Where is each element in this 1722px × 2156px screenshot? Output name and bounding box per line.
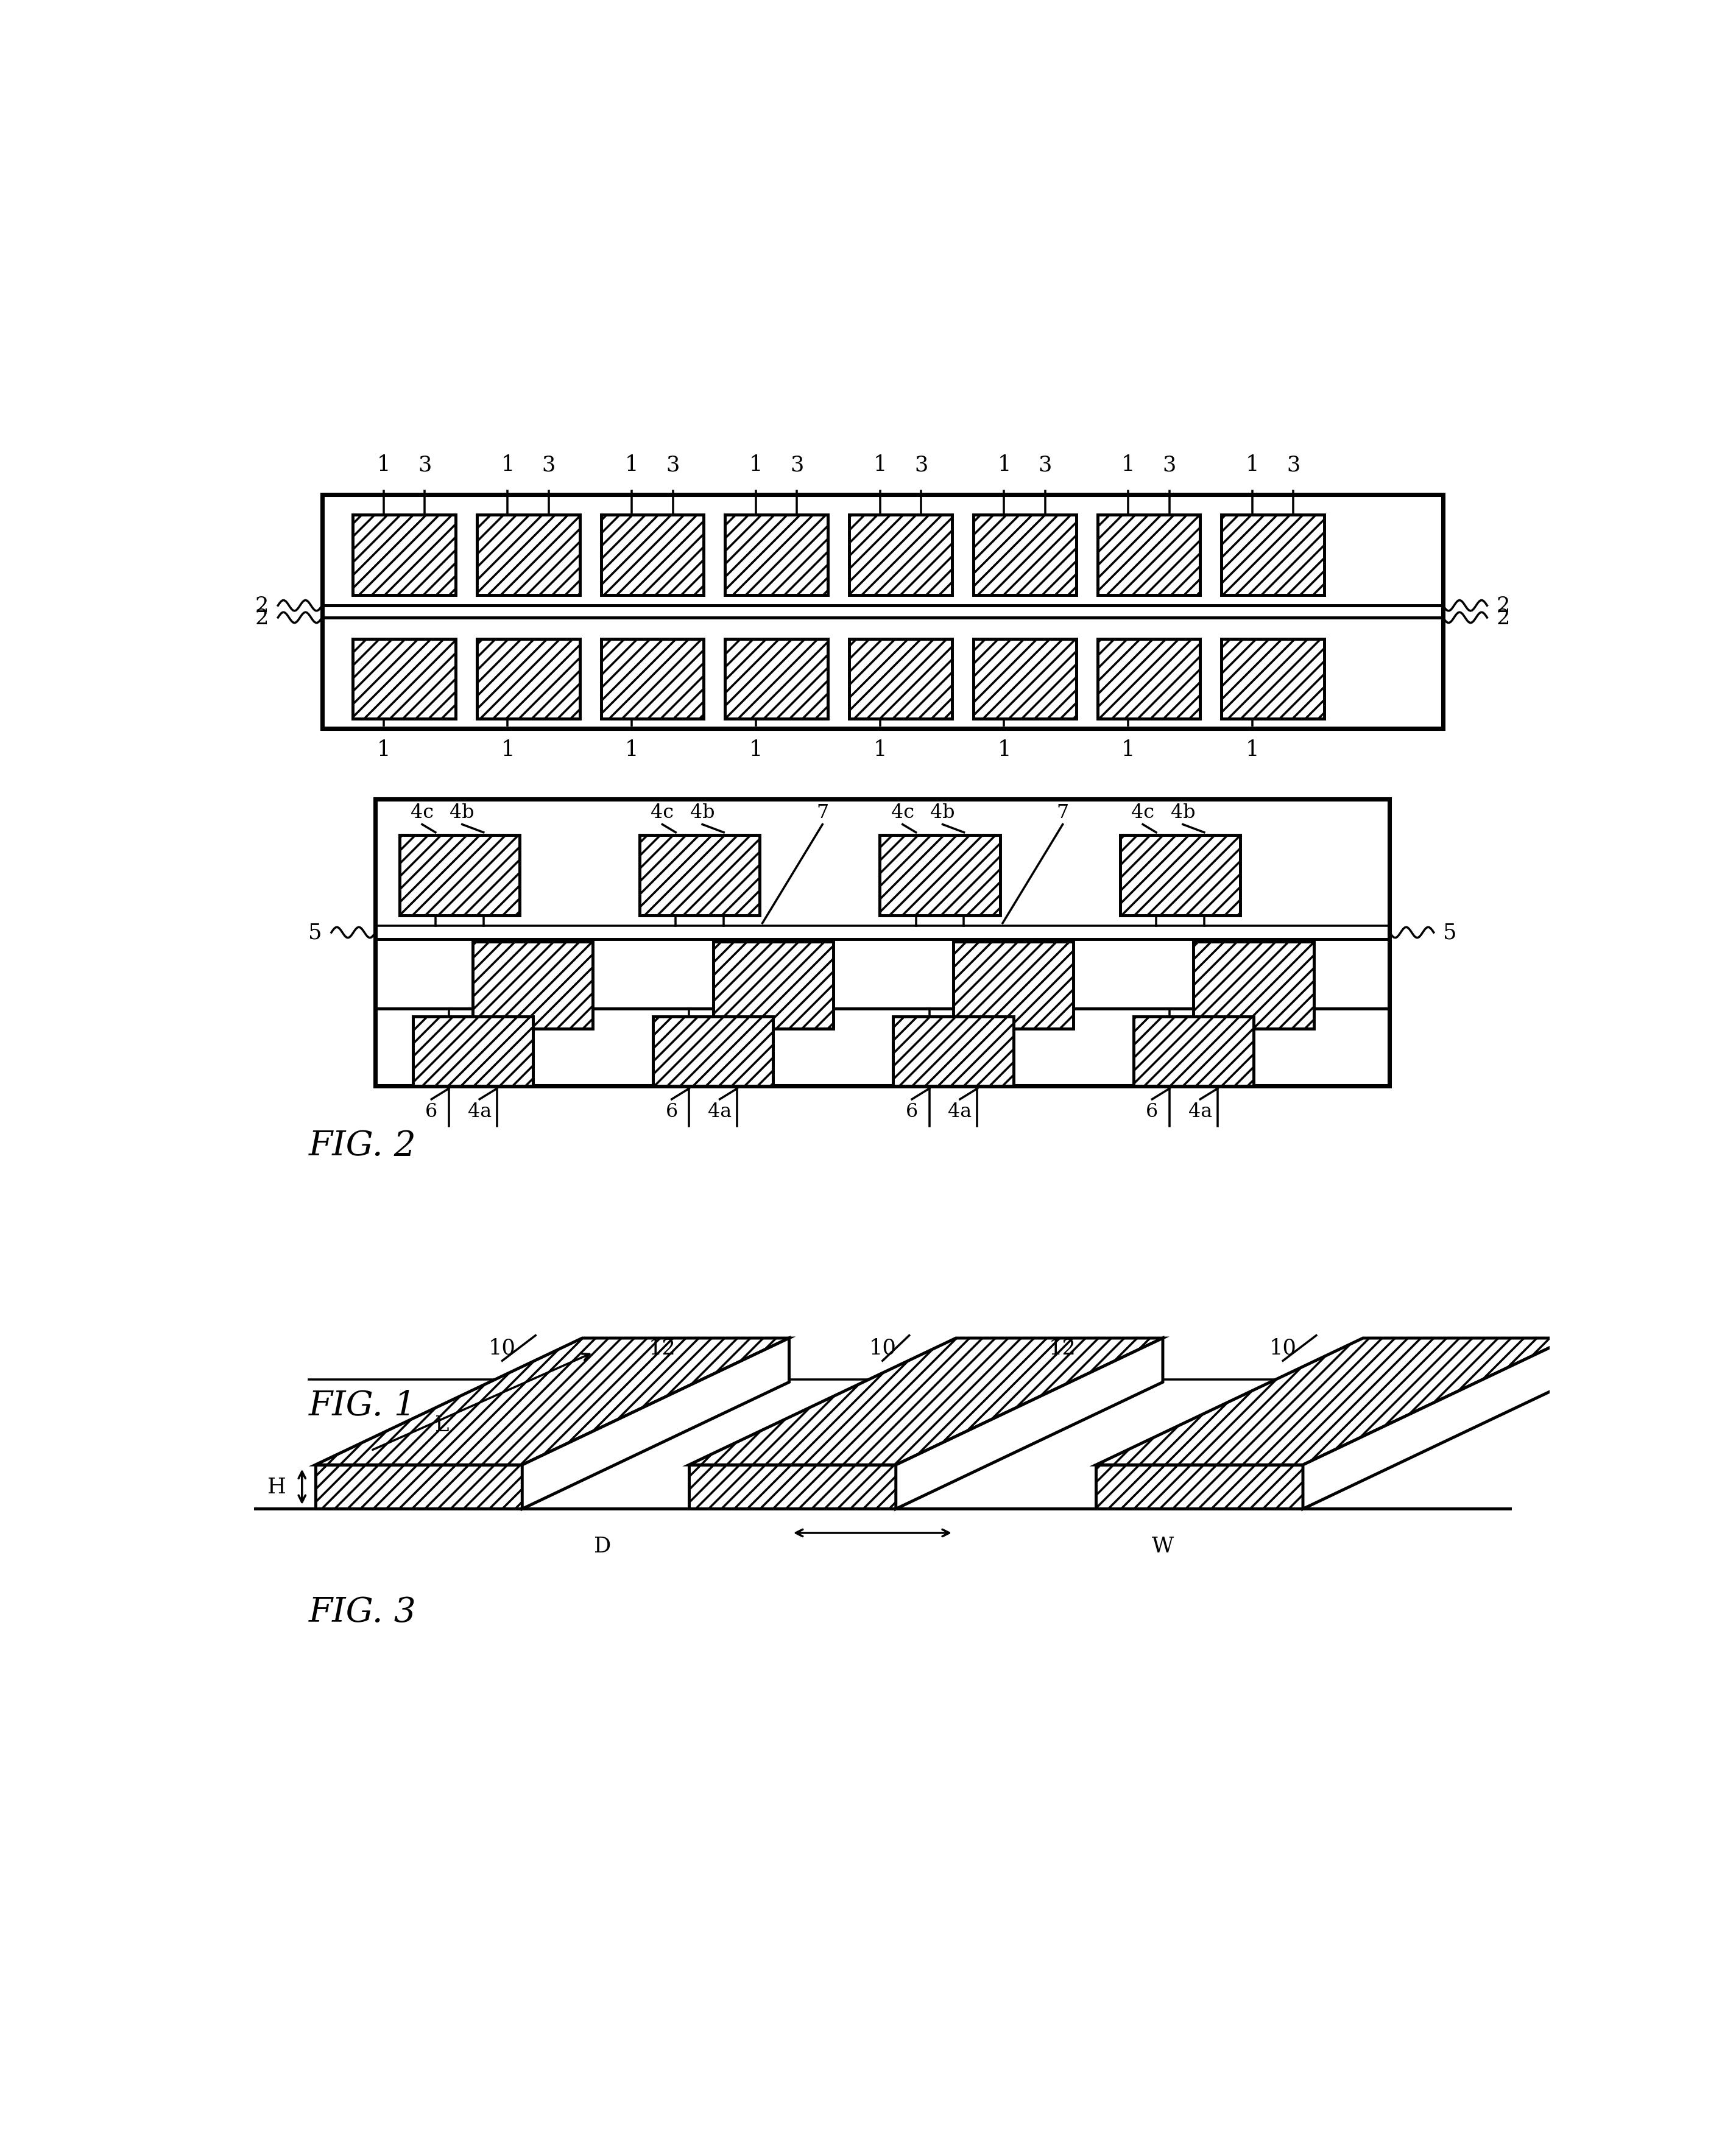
Bar [973, 515, 1076, 595]
Bar [1193, 942, 1314, 1028]
Text: 4b: 4b [930, 802, 956, 821]
Bar [1221, 638, 1324, 720]
Text: L: L [436, 1414, 449, 1436]
Text: 5: 5 [1443, 923, 1457, 942]
Text: 4a: 4a [949, 1102, 971, 1121]
Text: W: W [1152, 1535, 1174, 1557]
Text: 12: 12 [649, 1337, 677, 1358]
Bar [894, 1018, 1013, 1087]
Text: 10: 10 [489, 1337, 517, 1358]
Text: 10: 10 [870, 1337, 895, 1358]
Text: 4c: 4c [651, 802, 673, 821]
Text: 4a: 4a [708, 1102, 732, 1121]
Bar [849, 515, 952, 595]
Bar [880, 834, 1000, 916]
Polygon shape [1097, 1339, 1570, 1464]
Text: 5: 5 [308, 923, 322, 942]
Bar [474, 942, 592, 1028]
Text: 1: 1 [997, 740, 1011, 759]
Bar [954, 942, 1073, 1028]
Bar [1119, 834, 1240, 916]
Text: 1: 1 [377, 455, 391, 474]
Text: 3: 3 [1162, 455, 1176, 474]
Bar [1097, 638, 1200, 720]
Text: 6: 6 [425, 1102, 437, 1121]
Bar [353, 515, 455, 595]
Text: 4c: 4c [890, 802, 914, 821]
Bar [1097, 515, 1200, 595]
Text: 2: 2 [1496, 608, 1510, 627]
Bar [849, 638, 952, 720]
Text: 2: 2 [255, 608, 269, 627]
Text: FIG. 2: FIG. 2 [308, 1130, 417, 1162]
Text: D: D [594, 1535, 611, 1557]
Bar [725, 515, 828, 595]
Text: 7: 7 [1057, 802, 1069, 821]
Text: 4c: 4c [410, 802, 434, 821]
Polygon shape [522, 1339, 789, 1509]
Bar [477, 638, 580, 720]
Polygon shape [1304, 1339, 1570, 1509]
Bar [601, 515, 704, 595]
Text: FIG. 1: FIG. 1 [308, 1388, 417, 1423]
Text: 1: 1 [1245, 740, 1259, 759]
Text: 1: 1 [625, 455, 639, 474]
Polygon shape [1097, 1464, 1304, 1509]
Bar [713, 942, 833, 1028]
Bar [601, 638, 704, 720]
Polygon shape [895, 1339, 1162, 1509]
Text: H: H [267, 1477, 286, 1498]
Text: 3: 3 [1038, 455, 1052, 474]
Text: FIG. 3: FIG. 3 [308, 1595, 417, 1630]
Bar [639, 834, 759, 916]
Text: 1: 1 [1121, 740, 1135, 759]
Text: 3: 3 [418, 455, 432, 474]
Polygon shape [315, 1464, 522, 1509]
Text: 10: 10 [1269, 1337, 1297, 1358]
Text: 1: 1 [873, 740, 887, 759]
Text: 3: 3 [666, 455, 680, 474]
Text: 1: 1 [501, 740, 515, 759]
Text: 6: 6 [906, 1102, 918, 1121]
Bar [353, 638, 455, 720]
Text: 4c: 4c [1131, 802, 1154, 821]
Bar [400, 834, 520, 916]
Text: 4b: 4b [691, 802, 715, 821]
Bar [973, 638, 1076, 720]
Text: 2: 2 [255, 595, 269, 617]
Bar [1133, 1018, 1254, 1087]
Text: 4b: 4b [449, 802, 475, 821]
Text: 4a: 4a [468, 1102, 491, 1121]
Text: 12: 12 [1049, 1337, 1076, 1358]
Bar [322, 496, 1443, 729]
Text: 1: 1 [749, 740, 763, 759]
Text: 1: 1 [625, 740, 639, 759]
Text: 2: 2 [1496, 595, 1510, 617]
Bar [413, 1018, 532, 1087]
Text: 1: 1 [377, 740, 391, 759]
Text: 1: 1 [997, 455, 1011, 474]
Text: 7: 7 [816, 802, 828, 821]
Bar [1221, 515, 1324, 595]
Text: 1: 1 [873, 455, 887, 474]
Text: 3: 3 [790, 455, 804, 474]
Polygon shape [689, 1339, 1162, 1464]
Text: 4a: 4a [1188, 1102, 1212, 1121]
Text: 6: 6 [1145, 1102, 1159, 1121]
Text: 1: 1 [1121, 455, 1135, 474]
Bar [725, 638, 828, 720]
Text: 1: 1 [1245, 455, 1259, 474]
Bar [653, 1018, 773, 1087]
Bar [375, 800, 1390, 1087]
Bar [477, 515, 580, 595]
Text: 1: 1 [749, 455, 763, 474]
Text: 3: 3 [914, 455, 928, 474]
Polygon shape [689, 1464, 895, 1509]
Text: 1: 1 [501, 455, 515, 474]
Text: 6: 6 [665, 1102, 678, 1121]
Text: 3: 3 [542, 455, 556, 474]
Polygon shape [315, 1339, 789, 1464]
Text: 3: 3 [1286, 455, 1300, 474]
Text: 4b: 4b [1171, 802, 1195, 821]
